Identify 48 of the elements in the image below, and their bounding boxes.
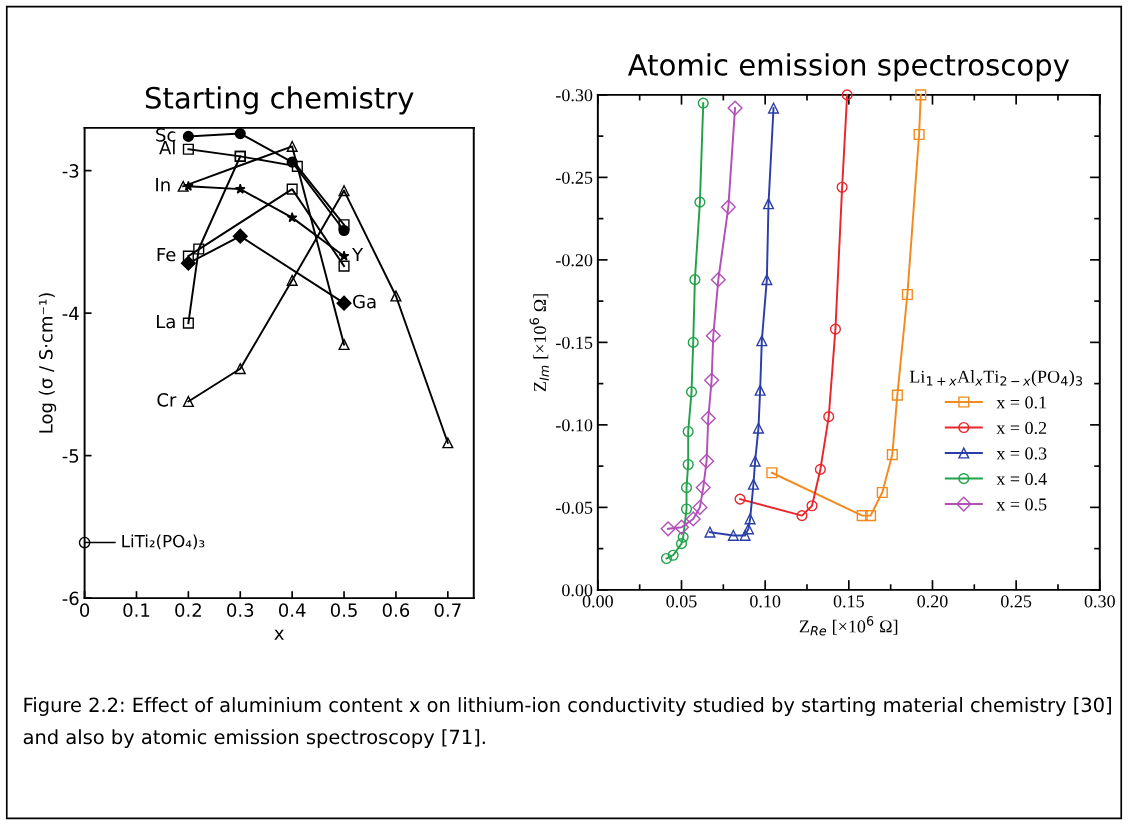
x-tick-label: 0.3 [227,603,254,617]
annotation: LiTi₂(PO₄)₃ [122,534,205,550]
text: Li$_{1+x}$Al$_{x}$Ti$_{2−x}$(PO$_{4}$)$_{3}$ [909,370,1083,387]
series-label: Fe [157,247,176,262]
chart-title: Atomic emission spectroscopy [627,53,1070,82]
y-axis-title: Z$_{Im}$ [×10$^{6}$ Ω] [529,294,549,392]
y-tick-label: -0.20 [556,254,593,267]
x-tick-label: 0.5 [330,603,357,617]
x-tick-label: 0.05 [666,595,697,608]
y-tick-label: -0.05 [556,501,593,514]
series-label: Y [352,247,364,262]
y-tick-label: -6 [62,591,79,606]
x-tick-label: 0.25 [1001,595,1032,608]
x-axis-title: Z$_{Re}$ [×10$^{6}$ Ω] [799,616,898,636]
legend-label: x = 0.4 [996,472,1047,486]
series-label: Sc [156,128,176,142]
x-tick-label: 0 [80,603,90,617]
legend-label: x = 0.3 [996,447,1047,460]
series-label: Cr [157,393,177,407]
series-label: In [156,178,170,192]
x-tick-label: 0.10 [750,595,781,608]
y-tick-label: -0.15 [556,336,593,349]
y-tick-label: -3 [62,164,79,178]
x-axis-title: x [274,629,284,640]
caption: Figure 2.2: Effect of aluminium content x on lithium-ion conductivity studied by starting material chemistry [30] and also by atomic emission spectroscopy [71]. [23,697,1111,749]
series-label: Al [159,140,175,155]
y-axis-title: Log (σ / S·cm⁻¹) [38,293,57,433]
x-tick-label: 0.20 [917,595,948,608]
legend-label: x = 0.2 [996,421,1047,435]
chart-title: Starting chemistry [145,86,414,115]
legend-label: x = 0.1 [996,396,1047,409]
y-tick-label: -5 [62,449,79,463]
y-tick-label: -4 [62,306,79,320]
x-tick-label: 0.4 [278,603,306,617]
x-tick-label: 0.6 [382,603,410,617]
x-tick-label: 0.7 [434,603,461,617]
y-tick-label: -0.10 [556,419,593,432]
y-tick-label: -0.30 [556,89,593,102]
x-tick-label: 0.15 [833,595,864,608]
x-tick-label: 0.1 [123,603,150,617]
legend-label: x = 0.5 [996,498,1047,511]
x-tick-label: 0.00 [582,595,613,608]
y-tick-label: -0.25 [556,171,593,184]
series-label: Ga [353,294,376,309]
x-tick-label: 0.2 [175,603,201,617]
y-tick-label: 0.00 [562,584,593,597]
series-label: La [157,314,175,329]
x-tick-label: 0.30 [1084,595,1115,608]
